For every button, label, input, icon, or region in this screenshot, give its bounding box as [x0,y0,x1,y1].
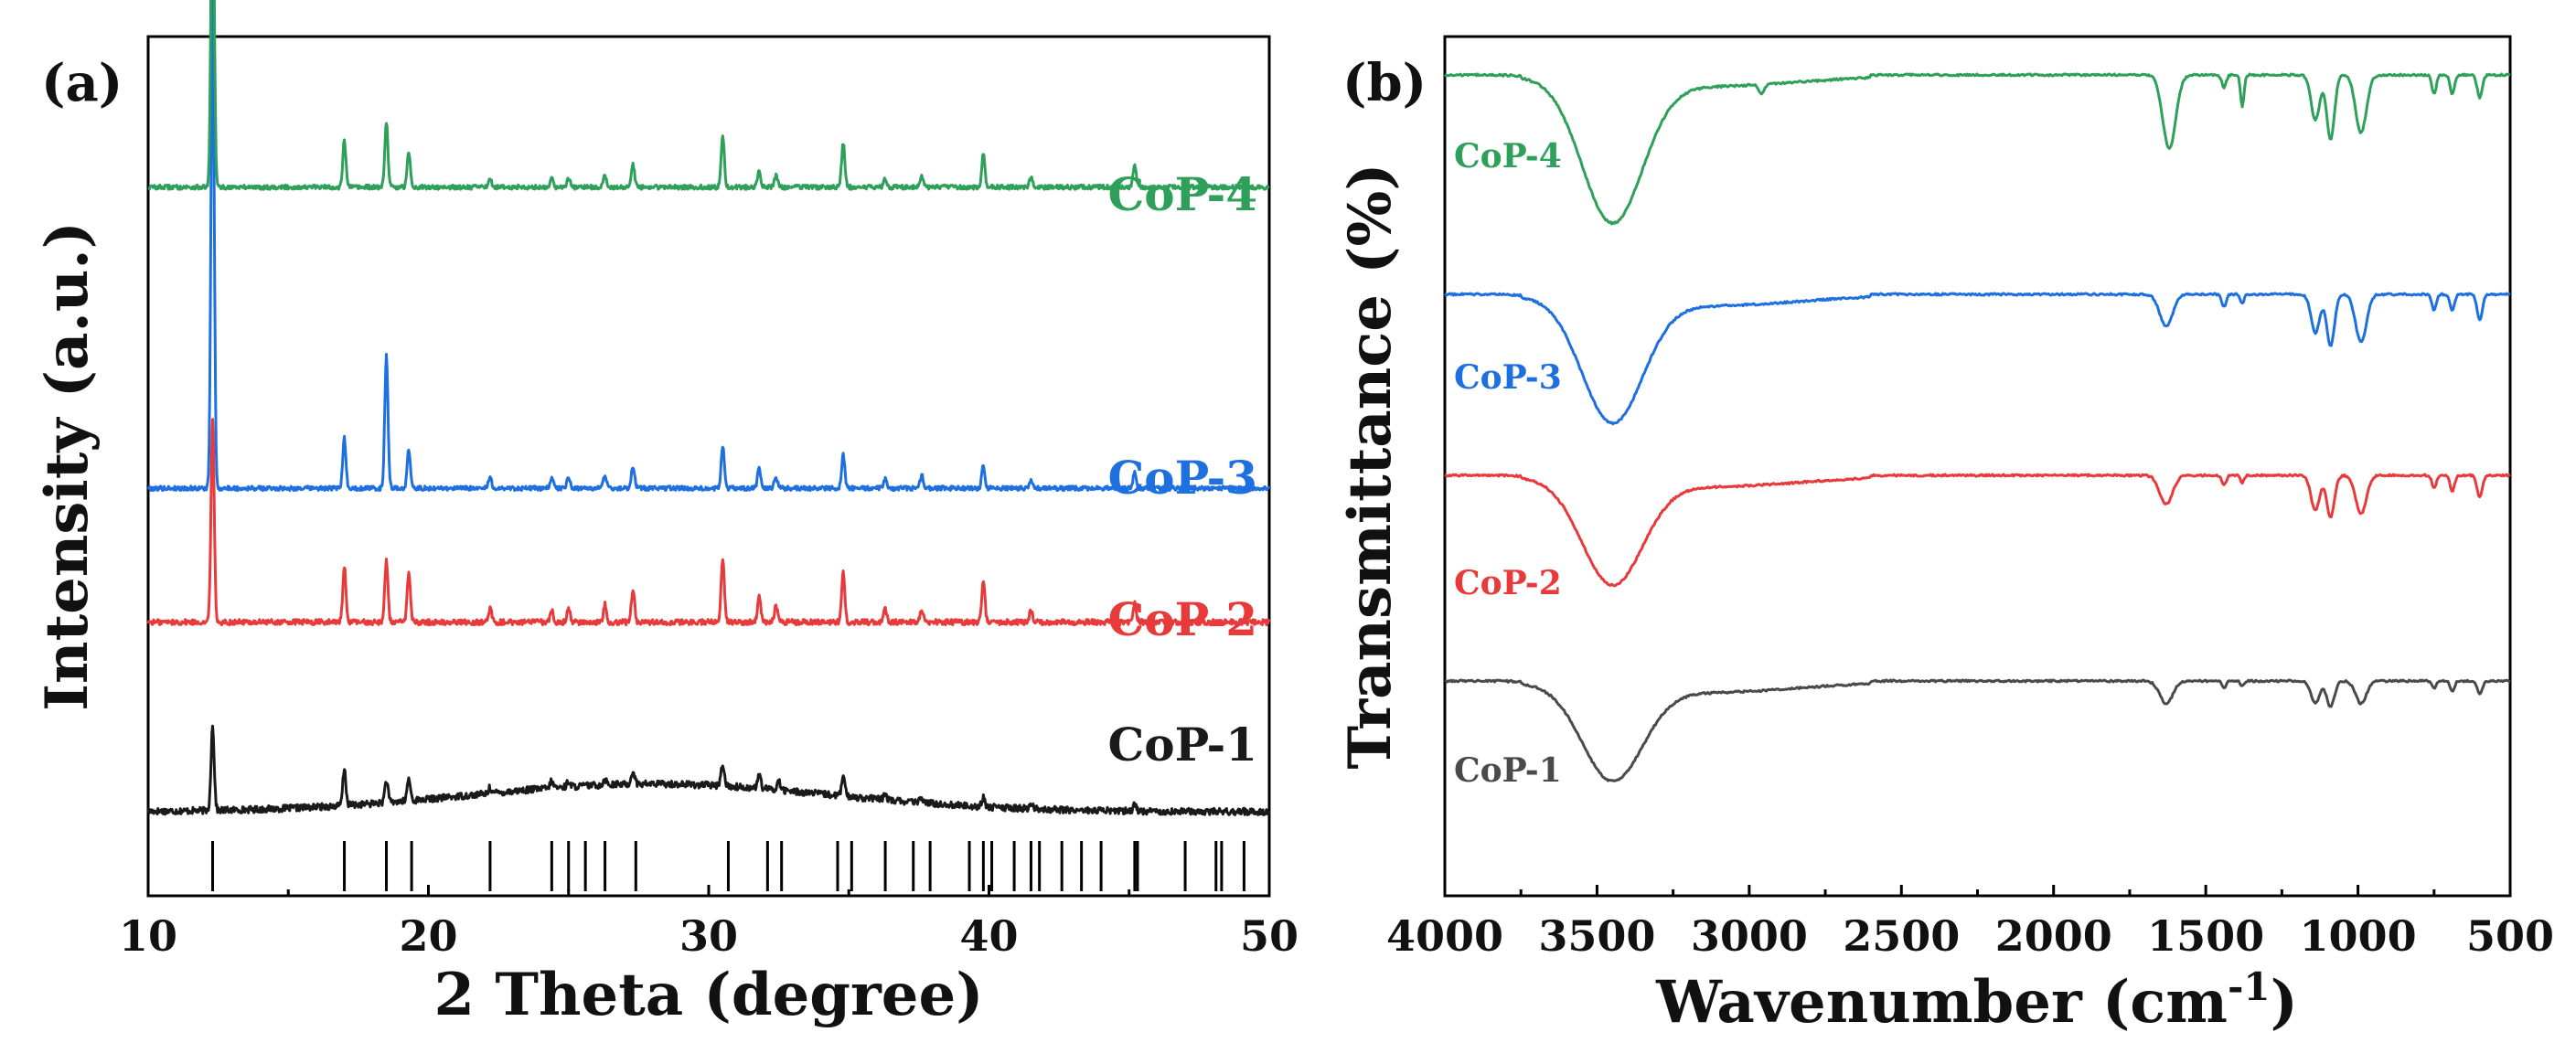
xrd-panel: (a) CoP-1 CoP-2 CoP-3 CoP-4 10 20 30 40 50 2 Th… [33,0,1299,1029]
ftir-tick-label-3500: 3500 [1538,911,1655,961]
xrd-tick-label-40: 40 [959,911,1018,961]
ftir-x-axis-title-main: Wavenumber (cm [1655,968,2228,1037]
ftir-tick-label-1500: 1500 [2147,911,2264,961]
ftir-panel: (b) CoP-1 CoP-2 CoP-3 CoP-4 4000 3500 3000 250… [1336,35,2554,1037]
ftir-series-cop-1 [1444,678,2511,782]
ftir-x-axis-title-sup: -1 [2228,964,2271,1009]
panel-label-b: (b) [1342,53,1427,113]
xrd-series-labels: CoP-1 CoP-2 CoP-3 CoP-4 [1107,167,1257,771]
ftir-y-axis-title: Transmittance (%) [1336,163,1405,769]
xrd-series-cop-4 [147,0,1270,191]
ftir-x-axis-title: Wavenumber (cm-1) [1655,964,2298,1037]
xrd-tick-label-10: 10 [119,911,177,961]
xrd-series-cop-3 [146,0,1271,493]
xrd-series-group [146,0,1271,816]
ftir-series-labels: CoP-1 CoP-2 CoP-3 CoP-4 [1454,137,1562,790]
xrd-series-cop-1 [146,724,1271,816]
ftir-series-group [1443,72,2511,782]
ftir-tick-label-2500: 2500 [1843,911,1960,961]
xrd-plot-frame [146,35,1271,898]
ftir-tick-label-2000: 2000 [1995,911,2112,961]
ftir-series-cop-2 [1444,473,2511,588]
xrd-label-cop-3: CoP-3 [1107,451,1257,505]
ftir-tick-label-1000: 1000 [2300,911,2417,961]
ftir-tick-label-4000: 4000 [1386,911,1503,961]
panel-label-a: (a) [41,53,123,113]
ftir-plot-frame [1443,35,2512,898]
ftir-tick-label-500: 500 [2466,911,2554,961]
ftir-label-cop-3: CoP-3 [1454,358,1562,397]
xrd-label-cop-4: CoP-4 [1107,167,1257,221]
xrd-reference-lines [210,841,1245,891]
xrd-tick-label-20: 20 [399,911,457,961]
xrd-tick-label-50: 50 [1240,911,1299,961]
ftir-x-axis-title-end: ) [2271,968,2298,1037]
xrd-label-cop-2: CoP-2 [1107,592,1257,646]
ftir-label-cop-2: CoP-2 [1454,564,1562,602]
xrd-tick-label-30: 30 [679,911,738,961]
ftir-label-cop-4: CoP-4 [1454,137,1562,176]
xrd-series-cop-2 [146,418,1271,627]
xrd-y-axis-title: Intensity (a.u.) [33,221,102,711]
ftir-x-ticks: 4000 3500 3000 2500 2000 1500 1000 500 [1386,885,2554,961]
xrd-x-axis-title: 2 Theta (degree) [434,961,984,1029]
xrd-x-ticks: 10 20 30 40 50 [119,885,1299,961]
ftir-series-cop-4 [1443,72,2511,226]
xrd-label-cop-1: CoP-1 [1107,718,1257,771]
ftir-label-cop-1: CoP-1 [1454,751,1562,790]
ftir-series-cop-3 [1444,292,2511,426]
ftir-tick-label-3000: 3000 [1691,911,1808,961]
